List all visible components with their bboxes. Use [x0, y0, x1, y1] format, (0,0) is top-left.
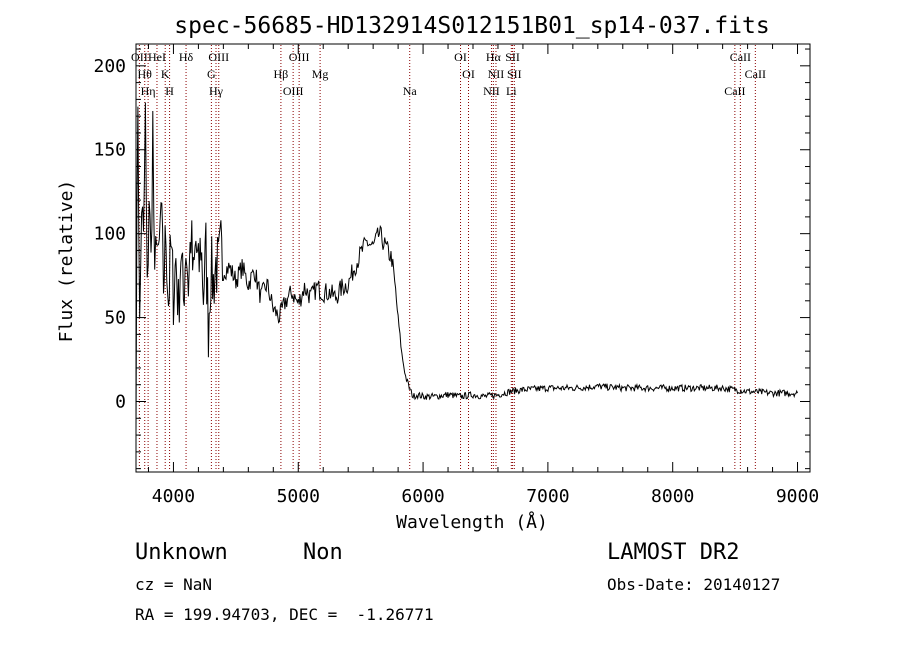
- line-label: OI: [454, 50, 467, 64]
- y-axis: 0 50 100 150 200: [93, 48, 810, 470]
- line-label: Hβ: [274, 67, 289, 81]
- coordinates: RA = 199.94703, DEC = -1.26771: [135, 605, 434, 624]
- x-tick-label: 9000: [776, 486, 819, 507]
- line-label: Hη: [141, 84, 156, 98]
- line-label: Hθ: [138, 67, 153, 81]
- redshift-value: cz = NaN: [135, 575, 212, 594]
- line-label: Hγ: [209, 84, 224, 98]
- line-label: OIII: [208, 50, 229, 64]
- y-tick-label: 100: [93, 224, 126, 245]
- x-tick-label: 6000: [401, 486, 444, 507]
- emission-line-labels: OIIHθHηHeIKHHδGHγOIIIHβOIIIOIIIMgNaOIOIN…: [131, 50, 766, 98]
- object-class: Unknown: [135, 540, 228, 565]
- line-label: Hα: [486, 50, 502, 64]
- line-label: H: [165, 84, 174, 98]
- line-label: Mg: [312, 67, 329, 81]
- survey-name: LAMOST DR2: [607, 540, 739, 565]
- line-label: Hδ: [179, 50, 194, 64]
- y-tick-label: 50: [104, 308, 126, 329]
- line-label: NII: [483, 84, 500, 98]
- x-axis-label: Wavelength (Å): [396, 511, 548, 533]
- y-axis-label: Flux (relative): [56, 180, 77, 343]
- x-tick-label: 5000: [277, 486, 320, 507]
- line-label: CaII: [745, 67, 766, 81]
- plot-frame: [135, 43, 811, 473]
- emission-line-markers: [138, 45, 756, 471]
- line-label: OIII: [283, 84, 304, 98]
- y-tick-label: 150: [93, 140, 126, 161]
- x-tick-label: 4000: [152, 486, 195, 507]
- line-label: SII: [507, 67, 522, 81]
- line-label: CaII: [730, 50, 751, 64]
- spectrum-trace: [135, 102, 798, 431]
- line-label: OI: [462, 67, 475, 81]
- line-label: K: [161, 67, 170, 81]
- x-tick-label: 8000: [651, 486, 694, 507]
- y-tick-label: 200: [93, 56, 126, 77]
- line-label: G: [207, 67, 216, 81]
- line-label: Li: [506, 84, 517, 98]
- line-label: OII: [131, 50, 148, 64]
- object-subclass: Non: [303, 540, 343, 565]
- line-label: NII: [488, 67, 505, 81]
- x-axis: 4000 5000 6000 7000 8000 9000: [147, 44, 819, 507]
- line-label: Na: [403, 84, 418, 98]
- y-tick-label: 0: [115, 392, 126, 413]
- chart-title: spec-56685-HD132914S012151B01_sp14-037.f…: [174, 13, 769, 39]
- observation-date: Obs-Date: 20140127: [607, 575, 780, 594]
- line-label: SII: [505, 50, 520, 64]
- line-label: CaII: [724, 84, 745, 98]
- line-label: HeI: [148, 50, 166, 64]
- line-label: OIII: [289, 50, 310, 64]
- x-tick-label: 7000: [526, 486, 569, 507]
